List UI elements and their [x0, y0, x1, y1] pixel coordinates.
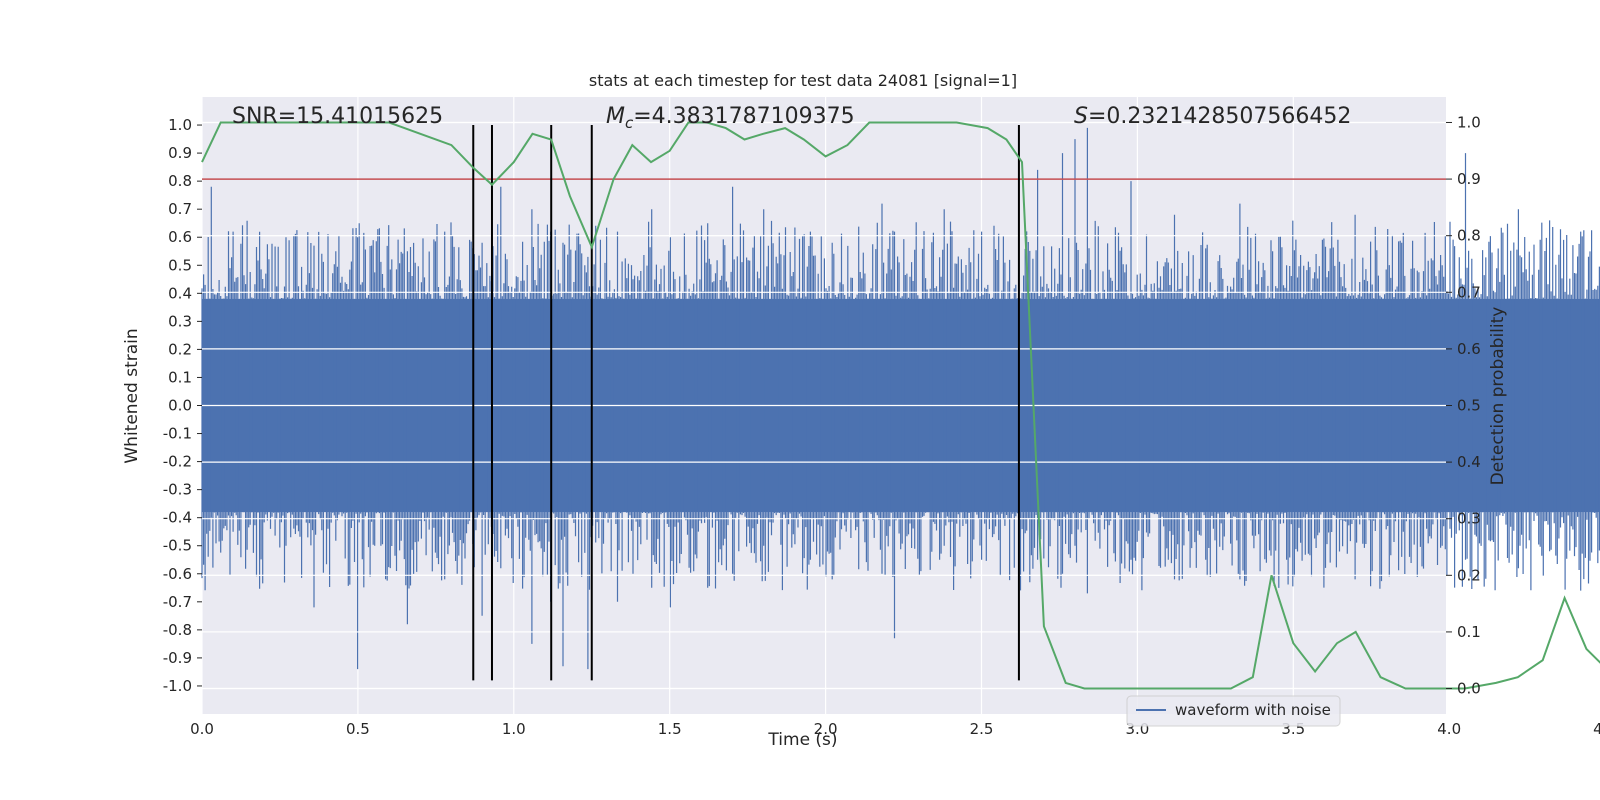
left-tick-label: -0.4 — [163, 509, 192, 527]
right-tick-label: 0.3 — [1457, 510, 1481, 528]
left-tick-label: 0.9 — [168, 144, 192, 162]
x-tick-label: 2.5 — [970, 720, 994, 738]
left-tick-label: 0.5 — [168, 256, 192, 274]
left-tick-label: 0.1 — [168, 368, 192, 386]
left-axis-label: Whitened strain — [122, 328, 142, 463]
left-tick-label: -0.2 — [163, 453, 192, 471]
chart-title: stats at each timestep for test data 240… — [589, 71, 1017, 90]
x-tick-label: 4.0 — [1437, 720, 1461, 738]
left-tick-label: -0.9 — [163, 649, 192, 667]
x-axis-ticks: 0.00.51.01.52.02.53.03.54.04.55.05.56.06… — [190, 720, 1600, 738]
left-tick-label: 0.3 — [168, 312, 192, 330]
left-tick-label: -1.0 — [163, 677, 192, 695]
left-tick-label: 0.2 — [168, 340, 192, 358]
right-tick-label: 1.0 — [1457, 113, 1481, 131]
left-tick-label: -0.5 — [163, 537, 192, 555]
right-tick-label: 0.6 — [1457, 340, 1481, 358]
left-tick-label: -0.7 — [163, 593, 192, 611]
x-tick-label: 1.5 — [658, 720, 682, 738]
left-tick-label: 0.4 — [168, 284, 192, 302]
legend-box — [1126, 695, 1341, 727]
x-tick-label: 0.0 — [190, 720, 214, 738]
left-tick-label: 1.0 — [168, 116, 192, 134]
chirp-mass-subscript: c — [625, 114, 634, 132]
right-tick-label: 0.8 — [1457, 227, 1481, 245]
right-axis-label: Detection probability — [1488, 307, 1508, 486]
x-axis-label: Time (s) — [767, 730, 837, 750]
x-tick-label: 2.0 — [814, 720, 838, 738]
vertical-marker-lines — [472, 125, 1020, 681]
left-tick-label: 0.0 — [168, 397, 192, 415]
legend-label: waveform with noise — [1175, 701, 1331, 719]
left-tick-label: 0.8 — [168, 172, 192, 190]
right-tick-label: 0.0 — [1457, 680, 1481, 698]
chirp-mass-annotation: Mc=4.3831787109375 — [606, 104, 855, 132]
chirp-mass-value: =4.3831787109375 — [633, 104, 854, 129]
right-tick-label: 0.4 — [1457, 453, 1481, 471]
legend: waveform with noise — [1126, 695, 1341, 727]
s-annotation: S=0.2321428507566452 — [1074, 104, 1351, 129]
right-tick-label: 0.2 — [1457, 566, 1481, 584]
left-tick-label: -0.6 — [163, 565, 192, 583]
snr-annotation: SNR=15.41015625 — [232, 104, 443, 129]
chirp-mass-symbol: M — [606, 104, 625, 129]
right-tick-label: 0.7 — [1457, 283, 1481, 301]
x-tick-label: 4.5 — [1593, 720, 1600, 738]
right-tick-label: 0.1 — [1457, 623, 1481, 641]
left-tick-label: 0.7 — [168, 200, 192, 218]
left-tick-label: -0.3 — [163, 481, 192, 499]
x-tick-label: 0.5 — [346, 720, 370, 738]
left-tick-label: 0.6 — [168, 228, 192, 246]
s-symbol: S — [1074, 104, 1088, 129]
left-tick-label: -0.8 — [163, 621, 192, 639]
right-tick-label: 0.5 — [1457, 397, 1481, 415]
left-tick-label: -0.1 — [163, 425, 192, 443]
right-tick-label: 0.9 — [1457, 170, 1481, 188]
right-axis-ticks: 1.0 0.9 0.8 0.7 0.6 0.5 0.4 0.3 0.2 0.1 0.0 — [1446, 113, 1481, 698]
s-value: =0.2321428507566452 — [1088, 104, 1351, 129]
left-axis-ticks: 1.0 0.9 0.8 0.7 0.6 0.5 0.4 0.3 0.2 0.1 0.0 -0.1 -0.… — [163, 116, 202, 695]
detection-probability-series — [201, 121, 1600, 690]
x-tick-label: 1.0 — [502, 720, 526, 738]
